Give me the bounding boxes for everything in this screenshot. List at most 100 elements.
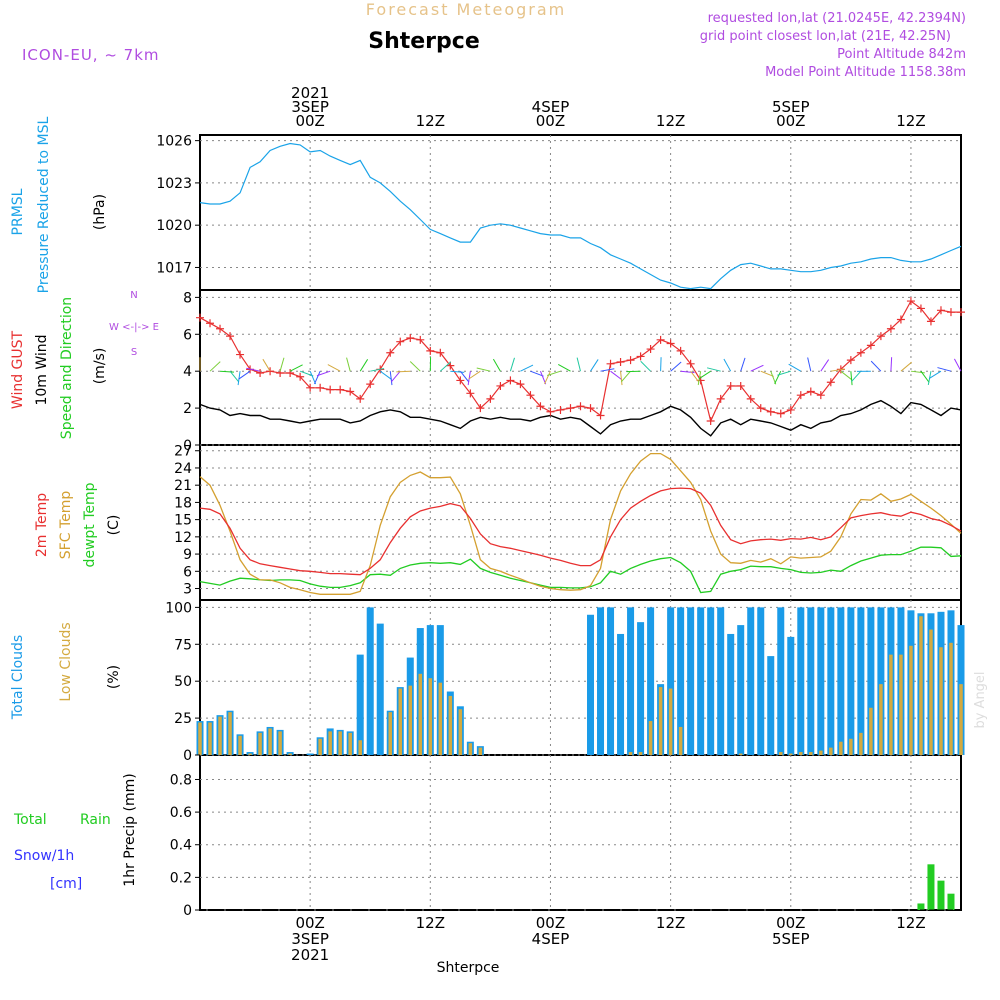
tick-label-temp: 15	[174, 513, 192, 529]
low-cloud-bar	[458, 709, 463, 755]
wind-arrow	[390, 370, 401, 383]
tick-label-clouds: 25	[174, 711, 192, 727]
gust-marker	[576, 402, 585, 411]
low-cloud-bar	[438, 682, 443, 755]
rain-label: Rain	[80, 812, 111, 828]
rain-bar	[927, 864, 935, 910]
gust-marker	[256, 369, 265, 378]
gust-marker	[546, 407, 555, 416]
gust-marker	[746, 394, 755, 403]
gust-marker	[466, 389, 475, 398]
low-cloud-bar	[859, 732, 863, 755]
low-cloud-bar	[668, 688, 673, 755]
gust-marker	[496, 381, 505, 390]
bottom-time-label: 00Z	[536, 914, 565, 932]
rain-bar	[947, 893, 955, 910]
low-cloud-bar	[288, 753, 292, 755]
wind-arrow	[314, 370, 321, 385]
total-cloud-bar	[827, 607, 835, 755]
top-time-label: 12Z	[656, 112, 685, 130]
low-cloud-bar	[678, 726, 683, 755]
snow-label: Snow/1h	[14, 848, 74, 864]
wind-arrow	[680, 370, 695, 374]
wind-arrow	[788, 363, 802, 372]
wind-arrow	[396, 370, 411, 373]
wind-arrow	[820, 359, 830, 372]
wind-arrow	[299, 370, 314, 377]
bottom-time-label: 12Z	[416, 914, 445, 932]
wind-arrow	[774, 370, 782, 384]
gust-marker	[946, 308, 955, 317]
low-cloud-bar	[929, 629, 933, 755]
wind-arrow	[309, 370, 317, 385]
low-cloud-bar	[919, 616, 923, 755]
low-cloud-bar	[849, 738, 853, 755]
total-cloud-bar	[847, 607, 855, 755]
tick-label-wind: 6	[183, 327, 192, 343]
low-cloud-bar	[328, 731, 332, 755]
total-cloud-bar	[717, 607, 725, 755]
pressure-label-2: Pressure Reduced to MSL	[36, 116, 52, 293]
gust-marker	[506, 376, 515, 385]
gust-marker	[616, 357, 625, 366]
gust-marker	[446, 361, 455, 370]
top-time-label: 00Z	[536, 112, 565, 130]
gust-marker	[936, 306, 945, 315]
total-cloud-bar	[617, 633, 625, 755]
bottom-time-label: 2021	[291, 946, 329, 964]
wind-arrow	[379, 370, 392, 380]
wind-arrow	[544, 370, 551, 385]
gust-marker	[326, 385, 335, 394]
wind-arrow	[937, 367, 952, 372]
low-cloud-bar	[338, 731, 342, 755]
low-cloud-bar	[939, 647, 943, 755]
wind-arrow	[262, 358, 271, 372]
precip-unit: 1hr Precip (mm)	[122, 773, 138, 886]
gust-marker	[236, 350, 245, 359]
dewpt-line	[199, 546, 962, 594]
total-cloud-bar	[366, 607, 374, 755]
tick-label-clouds: 0	[183, 748, 192, 764]
wind-arrow	[620, 371, 623, 386]
low-cloud-bar	[809, 752, 813, 755]
wind-arrow	[621, 370, 631, 383]
total-cloud-bar	[797, 607, 805, 755]
gust-marker	[776, 409, 785, 418]
low-cloud-bar	[779, 752, 783, 755]
point-altitude: Point Altitude 842m	[837, 47, 966, 62]
pressure-label-1: PRMSL	[10, 188, 26, 235]
gust-marker	[356, 394, 365, 403]
gust-marker	[666, 339, 675, 348]
low-cloud-bar	[879, 684, 883, 755]
gust-marker	[626, 356, 635, 365]
low-cloud-bar	[418, 673, 423, 755]
wind-arrow	[750, 364, 764, 372]
wind-arrow	[777, 370, 791, 376]
bottom-time-label: 5SEP	[772, 930, 810, 948]
total-cloud-bar	[747, 607, 755, 755]
gust-marker	[646, 345, 655, 354]
chart-title: Forecast Meteogram	[366, 0, 566, 19]
gust-marker	[196, 313, 204, 322]
dewpt-label: dewpt Temp	[82, 482, 98, 567]
gust-marker	[856, 348, 865, 357]
wind-arrow	[219, 370, 235, 373]
wind-arrow	[690, 370, 700, 383]
tick-label-temp: 18	[174, 495, 192, 511]
total-cloud-bar	[707, 607, 715, 755]
compass-we: W <-|-> E	[109, 322, 159, 333]
total-cloud-bar	[587, 614, 595, 755]
top-time-label: 00Z	[776, 112, 805, 130]
tick-label-temp: 21	[174, 478, 192, 494]
gust-marker	[526, 391, 535, 400]
temp2m-line	[199, 487, 962, 576]
total-cloud-bar	[757, 607, 765, 755]
wind-arrow	[740, 357, 746, 372]
wind-arrow	[520, 364, 534, 372]
tick-label-temp: 12	[174, 530, 192, 546]
wind-arrow	[468, 370, 481, 380]
gust-marker	[386, 348, 395, 357]
gust-marker	[566, 404, 575, 413]
gust-marker	[606, 359, 615, 368]
